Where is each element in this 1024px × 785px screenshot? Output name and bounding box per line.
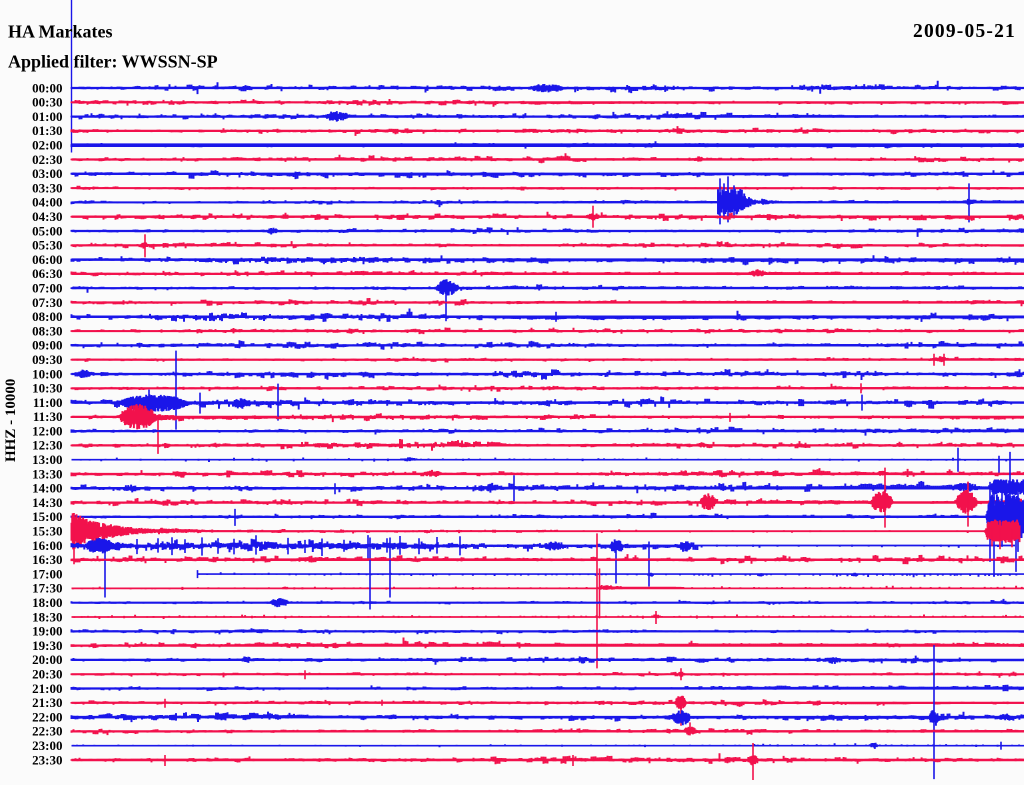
svg-text:14:00: 14:00 xyxy=(32,481,62,496)
svg-text:17:00: 17:00 xyxy=(32,566,62,581)
svg-text:15:30: 15:30 xyxy=(32,524,62,539)
svg-text:13:30: 13:30 xyxy=(32,466,62,481)
svg-text:16:30: 16:30 xyxy=(32,552,62,567)
svg-text:10:30: 10:30 xyxy=(32,381,62,396)
svg-text:03:30: 03:30 xyxy=(32,180,62,195)
svg-text:01:30: 01:30 xyxy=(32,123,62,138)
svg-text:04:30: 04:30 xyxy=(32,209,62,224)
svg-text:12:00: 12:00 xyxy=(32,423,62,438)
svg-text:19:30: 19:30 xyxy=(32,638,62,653)
svg-text:20:00: 20:00 xyxy=(32,652,62,667)
svg-text:2009-05-21: 2009-05-21 xyxy=(913,21,1016,42)
svg-text:08:00: 08:00 xyxy=(32,309,62,324)
svg-text:HHZ - 10000: HHZ - 10000 xyxy=(3,379,19,462)
svg-text:21:00: 21:00 xyxy=(32,681,62,696)
svg-text:20:30: 20:30 xyxy=(32,667,62,682)
svg-text:11:30: 11:30 xyxy=(33,409,63,424)
svg-text:02:00: 02:00 xyxy=(32,138,62,153)
svg-text:09:30: 09:30 xyxy=(32,352,62,367)
svg-text:00:00: 00:00 xyxy=(32,80,62,95)
svg-text:13:00: 13:00 xyxy=(32,452,62,467)
svg-text:Applied filter: WWSSN-SP: Applied filter: WWSSN-SP xyxy=(8,52,218,72)
svg-text:16:00: 16:00 xyxy=(32,538,62,553)
svg-text:19:00: 19:00 xyxy=(32,624,62,639)
svg-text:06:30: 06:30 xyxy=(32,266,62,281)
svg-text:11:00: 11:00 xyxy=(33,395,63,410)
svg-text:23:00: 23:00 xyxy=(32,738,62,753)
svg-text:06:00: 06:00 xyxy=(32,252,62,267)
svg-text:HA Markates: HA Markates xyxy=(8,22,112,42)
svg-text:04:00: 04:00 xyxy=(32,195,62,210)
svg-text:18:30: 18:30 xyxy=(32,609,62,624)
svg-text:01:00: 01:00 xyxy=(32,109,62,124)
svg-text:14:30: 14:30 xyxy=(32,495,62,510)
svg-text:22:30: 22:30 xyxy=(32,724,62,739)
svg-text:07:00: 07:00 xyxy=(32,281,62,296)
svg-text:08:30: 08:30 xyxy=(32,323,62,338)
svg-text:22:00: 22:00 xyxy=(32,709,62,724)
svg-text:17:30: 17:30 xyxy=(32,581,62,596)
svg-text:09:00: 09:00 xyxy=(32,338,62,353)
svg-text:15:00: 15:00 xyxy=(32,509,62,524)
svg-text:10:00: 10:00 xyxy=(32,366,62,381)
svg-text:21:30: 21:30 xyxy=(32,695,62,710)
svg-text:02:30: 02:30 xyxy=(32,152,62,167)
svg-text:12:30: 12:30 xyxy=(32,438,62,453)
svg-text:03:00: 03:00 xyxy=(32,166,62,181)
svg-text:07:30: 07:30 xyxy=(32,295,62,310)
svg-text:05:30: 05:30 xyxy=(32,238,62,253)
svg-text:23:30: 23:30 xyxy=(32,752,62,767)
svg-text:05:00: 05:00 xyxy=(32,223,62,238)
svg-text:18:00: 18:00 xyxy=(32,595,62,610)
svg-text:00:30: 00:30 xyxy=(32,95,62,110)
